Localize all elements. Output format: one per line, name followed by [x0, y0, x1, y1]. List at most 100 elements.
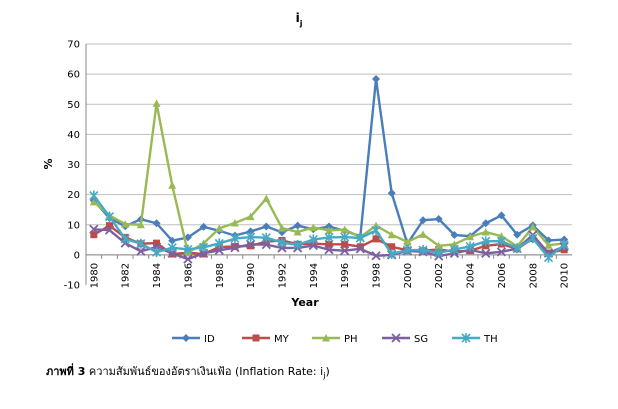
data-point: [309, 223, 318, 231]
data-point: [246, 232, 256, 243]
legend-item-my: MY: [242, 334, 290, 345]
chart-title-subscript: j: [299, 19, 303, 28]
data-point: [356, 243, 364, 251]
legend-label: ID: [204, 334, 215, 345]
data-point: [450, 230, 459, 239]
data-point: [461, 333, 471, 343]
data-point: [372, 235, 380, 243]
data-point: [372, 74, 381, 83]
data-point: [434, 241, 443, 250]
data-point: [214, 245, 224, 255]
data-point: [512, 243, 522, 254]
data-point: [528, 222, 537, 231]
y-tick-labels: -10 0 10 20 30 40 50 60 70: [64, 40, 80, 292]
data-point: [325, 226, 333, 234]
x-tick-label: 1992: [277, 263, 288, 288]
legend-item-ph: PH: [312, 334, 358, 345]
caption-subscript: j: [323, 371, 326, 381]
data-point: [528, 233, 538, 244]
data-point: [387, 189, 396, 198]
data-point: [104, 211, 115, 222]
data-point: [559, 239, 569, 250]
data-point: [324, 245, 334, 255]
data-point: [168, 236, 177, 245]
x-tick-label: 2000: [403, 263, 414, 288]
data-point: [151, 247, 162, 258]
legend: ID MY PH SG TH: [172, 333, 498, 345]
x-tick-label: 1980: [89, 263, 100, 288]
chart-title: ij: [296, 11, 303, 28]
x-tick-label: 1990: [246, 263, 257, 288]
data-point: [262, 194, 271, 203]
data-point: [106, 222, 114, 230]
y-tick-label: 20: [67, 190, 80, 201]
data-point: [182, 334, 190, 342]
x-tick-label: 2004: [466, 263, 477, 288]
data-point: [387, 248, 397, 259]
series-id: [89, 74, 569, 248]
y-axis-title: %: [42, 158, 55, 169]
legend-item-id: ID: [172, 334, 215, 345]
data-point: [293, 221, 302, 230]
data-point: [465, 241, 475, 252]
data-point: [136, 220, 145, 229]
legend-label: SG: [414, 334, 428, 345]
data-point: [371, 251, 381, 261]
data-point: [513, 230, 522, 239]
data-point: [340, 232, 350, 243]
data-point: [230, 233, 240, 244]
data-point: [277, 224, 286, 232]
data-point: [481, 227, 490, 236]
data-point: [355, 244, 365, 254]
data-point: [325, 240, 333, 248]
data-point: [466, 232, 475, 241]
data-point: [543, 252, 554, 263]
data-point: [245, 239, 256, 249]
data-point: [418, 245, 428, 256]
data-point: [199, 222, 208, 231]
data-point: [402, 245, 412, 256]
data-point: [322, 334, 330, 342]
data-point: [90, 231, 98, 239]
data-point: [387, 230, 396, 239]
x-tick-label: 1996: [340, 263, 351, 288]
x-tick-labels: 1980 1982 1984 1986 1988 1990 1992 1994 1996 1998…: [85, 254, 571, 288]
data-point: [340, 246, 350, 256]
x-tick-label: 2006: [497, 263, 508, 288]
data-point: [419, 216, 428, 225]
data-point: [293, 239, 303, 250]
data-point: [450, 240, 459, 248]
caption-label: ภาพที่ 3: [46, 365, 86, 378]
series-th: [89, 190, 569, 263]
y-tick-label: 30: [67, 160, 80, 171]
data-point: [247, 242, 255, 250]
data-point: [183, 254, 193, 264]
caption-tail: ): [325, 365, 330, 378]
data-point: [246, 227, 255, 236]
data-point: [391, 333, 401, 343]
data-point: [199, 242, 209, 253]
data-point: [230, 218, 239, 227]
data-point: [246, 212, 255, 221]
data-point: [481, 248, 491, 259]
x-tick-label: 1986: [183, 263, 194, 288]
x-tick-label: 1994: [309, 263, 320, 288]
y-tick-label: 40: [67, 130, 80, 141]
y-tick-label: 10: [67, 220, 80, 231]
caption-text: ความสัมพันธ์ของอัตราเงินเฟ้อ (Inflation …: [88, 365, 324, 378]
data-point: [340, 225, 349, 234]
data-point: [355, 233, 365, 244]
data-point: [120, 233, 130, 244]
data-point: [261, 239, 271, 250]
data-point: [403, 237, 412, 246]
data-point: [261, 232, 271, 243]
series-group: [89, 74, 569, 264]
data-point: [89, 224, 99, 234]
y-tick-label: 50: [67, 100, 80, 111]
data-point: [167, 242, 177, 253]
data-point: [89, 190, 99, 201]
x-tick-label: 1984: [152, 263, 163, 288]
data-point: [152, 219, 161, 228]
data-point: [481, 219, 490, 228]
